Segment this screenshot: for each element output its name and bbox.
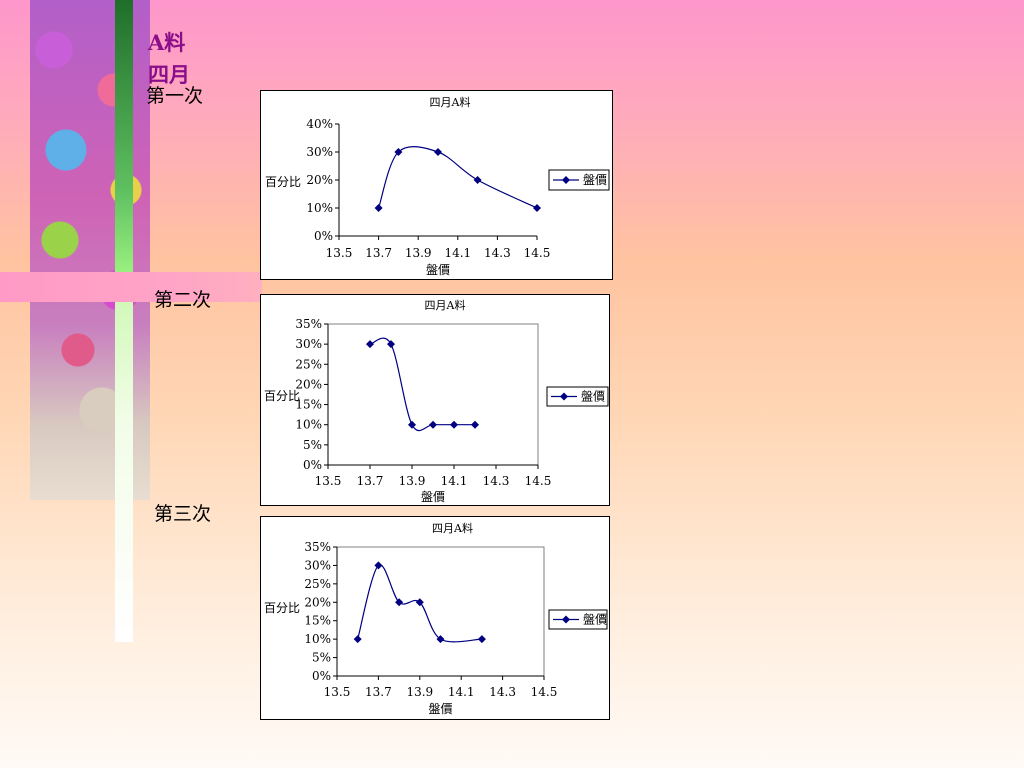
- chart-panel-third: 四月A料 0% 5% 10% 15% 20% 25% 30% 35% 13.5 13.7 13.9 14…: [260, 516, 610, 720]
- y-tick-label: 10%: [306, 201, 333, 215]
- decorative-horizontal-band: [0, 272, 262, 302]
- x-tick-label: 13.7: [365, 685, 392, 699]
- y-tick-label: 35%: [295, 317, 322, 331]
- x-tick-label: 14.5: [524, 246, 551, 260]
- legend: 盤價: [548, 169, 610, 191]
- x-tick-label: 14.5: [525, 474, 552, 488]
- legend: 盤價: [546, 386, 609, 407]
- y-tick-label: 30%: [306, 145, 333, 159]
- x-axis-label: 盤價: [428, 702, 452, 716]
- x-tick-label: 13.7: [365, 246, 392, 260]
- data-point: [415, 598, 424, 607]
- legend-marker: [562, 176, 570, 184]
- y-tick-label: 20%: [306, 173, 333, 187]
- data-point: [473, 176, 482, 184]
- data-point: [436, 635, 445, 644]
- chart-panel-second: 四月A料 0% 5% 10% 15% 20% 25% 30% 35% 13.5 13.7 13.9 14…: [260, 294, 610, 506]
- section-label-second: 第二次: [154, 289, 212, 311]
- y-tick-label: 20%: [304, 595, 331, 609]
- data-point: [387, 340, 395, 349]
- y-tick-label: 15%: [295, 398, 322, 412]
- data-point: [434, 148, 442, 156]
- x-axis-label: 盤價: [426, 263, 450, 277]
- section-label-first: 第一次: [146, 85, 204, 107]
- x-tick-label: 13.5: [326, 246, 353, 260]
- y-tick-label: 20%: [295, 377, 322, 391]
- legend-label: 盤價: [581, 390, 605, 404]
- chart-svg: 四月A料 0% 10% 20% 30% 40% 13.5 13.7 13.9 14.1 14.3 14…: [265, 95, 610, 277]
- page-subtitle: 四月: [148, 62, 190, 87]
- legend-marker: [562, 615, 570, 624]
- y-tick-label: 5%: [303, 438, 322, 452]
- decorative-vertical-bar: [115, 0, 133, 272]
- x-tick-label: 14.3: [484, 246, 511, 260]
- data-point: [395, 598, 404, 607]
- data-point: [374, 561, 383, 570]
- x-tick-label: 14.1: [441, 474, 468, 488]
- plot-area-border: [327, 323, 539, 466]
- legend-label: 盤價: [583, 613, 607, 627]
- chart-panel-first: 四月A料 0% 10% 20% 30% 40% 13.5 13.7 13.9 14.1 14.3 14…: [260, 90, 613, 280]
- chart-svg: 四月A料 0% 5% 10% 15% 20% 25% 30% 35% 13.5 13.7 13.9 14…: [264, 521, 608, 716]
- y-tick-label: 30%: [295, 337, 322, 351]
- y-tick-label: 5%: [312, 651, 331, 665]
- x-tick-label: 13.9: [399, 474, 426, 488]
- plot-area-border: [336, 546, 545, 677]
- y-tick-label: 30%: [304, 558, 331, 572]
- y-tick-label: 0%: [314, 229, 333, 243]
- x-tick-label: 13.7: [357, 474, 384, 488]
- y-tick-label: 25%: [295, 357, 322, 371]
- x-tick-label: 14.5: [531, 685, 558, 699]
- y-tick-label: 10%: [295, 418, 322, 432]
- x-tick-label: 13.9: [405, 246, 432, 260]
- data-point: [366, 340, 374, 349]
- chart-title: 四月A料: [425, 298, 466, 312]
- data-point: [533, 204, 541, 212]
- x-tick-label: 13.5: [324, 685, 351, 699]
- page-title: A料: [148, 30, 186, 55]
- chart-title: 四月A料: [432, 521, 473, 535]
- data-point: [429, 420, 437, 429]
- data-point: [471, 420, 479, 429]
- y-tick-label: 10%: [304, 632, 331, 646]
- section-label-third: 第三次: [154, 503, 212, 525]
- data-point: [374, 204, 383, 212]
- y-tick-label: 15%: [304, 614, 331, 628]
- x-tick-label: 13.9: [406, 685, 433, 699]
- legend: 盤價: [548, 609, 608, 630]
- y-tick-label: 0%: [312, 669, 331, 683]
- chart-title: 四月A料: [430, 95, 471, 109]
- y-axis-label: 百分比: [265, 175, 301, 189]
- y-tick-label: 25%: [304, 577, 331, 591]
- x-tick-label: 14.1: [444, 246, 471, 260]
- legend-label: 盤價: [583, 173, 607, 187]
- y-tick-label: 40%: [306, 117, 333, 131]
- y-tick-label: 0%: [303, 458, 322, 472]
- series-line: [369, 337, 475, 432]
- x-tick-label: 14.3: [483, 474, 510, 488]
- chart-svg: 四月A料 0% 5% 10% 15% 20% 25% 30% 35% 13.5 13.7 13.9 14…: [264, 298, 609, 504]
- data-point: [408, 420, 416, 429]
- y-tick-label: 35%: [304, 540, 331, 554]
- decorative-vertical-bar-light: [115, 272, 133, 642]
- data-point: [450, 420, 458, 429]
- x-tick-label: 14.1: [448, 685, 475, 699]
- legend-marker: [560, 392, 568, 401]
- data-point: [477, 635, 486, 644]
- x-tick-label: 14.3: [489, 685, 516, 699]
- series-line: [378, 146, 538, 209]
- data-point: [394, 148, 403, 156]
- y-axis-label: 百分比: [264, 389, 300, 403]
- x-tick-label: 13.5: [315, 474, 342, 488]
- data-point: [353, 635, 362, 644]
- y-axis-label: 百分比: [264, 601, 300, 615]
- x-axis-label: 盤價: [421, 490, 445, 504]
